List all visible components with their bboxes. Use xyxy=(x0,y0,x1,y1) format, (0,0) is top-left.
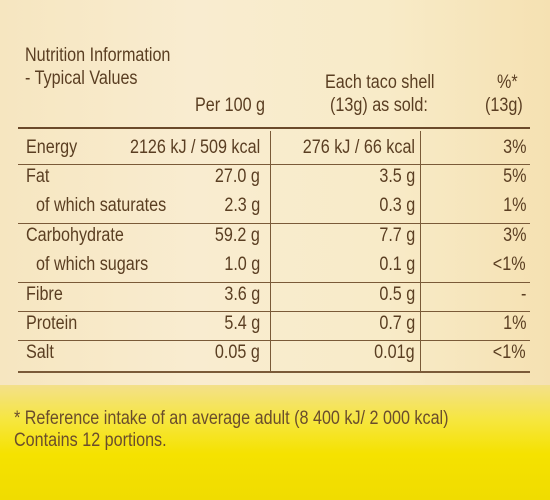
reference-intake-percent: - xyxy=(520,284,526,305)
per100-value: 2126 kJ / 509 kcal xyxy=(129,137,260,158)
per100-value: 2.3 g xyxy=(224,195,260,216)
per-shell-value: 276 kJ / 66 kcal xyxy=(302,137,415,158)
yellow-band xyxy=(0,385,550,500)
nutrient-name: Salt xyxy=(26,342,54,363)
row-rule xyxy=(18,340,530,341)
nutrient-name: Carbohydrate xyxy=(26,225,124,246)
per-shell-value: 0.7 g xyxy=(379,313,415,334)
column-header-each-line2: (13g) as sold: xyxy=(330,95,428,116)
per-shell-value: 0.5 g xyxy=(379,284,415,305)
nutrient-name: of which saturates xyxy=(36,195,167,216)
column-header-pct-line1: %* xyxy=(497,72,518,93)
per100-value: 5.4 g xyxy=(224,313,260,334)
footnote-portions: Contains 12 portions. xyxy=(14,430,167,451)
table-title: Nutrition Information xyxy=(25,45,171,66)
nutrient-name: Fibre xyxy=(26,284,63,305)
per-shell-value: 0.01g xyxy=(374,342,415,363)
column-divider xyxy=(270,131,271,371)
per100-value: 27.0 g xyxy=(215,166,260,187)
per-shell-value: 7.7 g xyxy=(379,225,415,246)
reference-intake-percent: <1% xyxy=(493,254,526,275)
row-rule xyxy=(18,164,530,165)
per-shell-value: 3.5 g xyxy=(379,166,415,187)
table-bottom-rule xyxy=(18,371,530,373)
column-header-each-line1: Each taco shell xyxy=(325,72,435,93)
column-header-per100: Per 100 g xyxy=(195,95,266,116)
table-subtitle: - Typical Values xyxy=(25,68,138,89)
nutrient-name: Energy xyxy=(26,137,78,158)
column-header-pct-line2: (13g) xyxy=(485,95,523,116)
nutrient-name: Protein xyxy=(26,313,78,334)
row-rule xyxy=(18,311,530,312)
reference-intake-percent: 1% xyxy=(502,313,526,334)
header-rule xyxy=(18,127,530,129)
footnote-reference-intake: * Reference intake of an average adult (… xyxy=(14,408,449,429)
row-rule xyxy=(18,282,530,283)
reference-intake-percent: <1% xyxy=(493,342,526,363)
reference-intake-percent: 5% xyxy=(502,166,526,187)
per100-value: 59.2 g xyxy=(215,225,260,246)
column-divider xyxy=(420,131,421,371)
reference-intake-percent: 3% xyxy=(502,137,526,158)
per100-value: 3.6 g xyxy=(224,284,260,305)
reference-intake-percent: 3% xyxy=(502,225,526,246)
nutrient-name: of which sugars xyxy=(36,254,149,275)
per100-value: 1.0 g xyxy=(224,254,260,275)
row-rule xyxy=(18,223,530,224)
reference-intake-percent: 1% xyxy=(502,195,526,216)
nutrient-name: Fat xyxy=(26,166,50,187)
per-shell-value: 0.3 g xyxy=(379,195,415,216)
per-shell-value: 0.1 g xyxy=(379,254,415,275)
per100-value: 0.05 g xyxy=(215,342,260,363)
